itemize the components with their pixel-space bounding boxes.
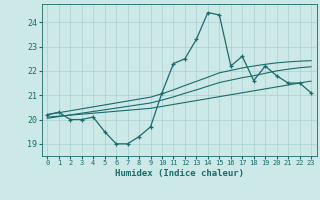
X-axis label: Humidex (Indice chaleur): Humidex (Indice chaleur) — [115, 169, 244, 178]
